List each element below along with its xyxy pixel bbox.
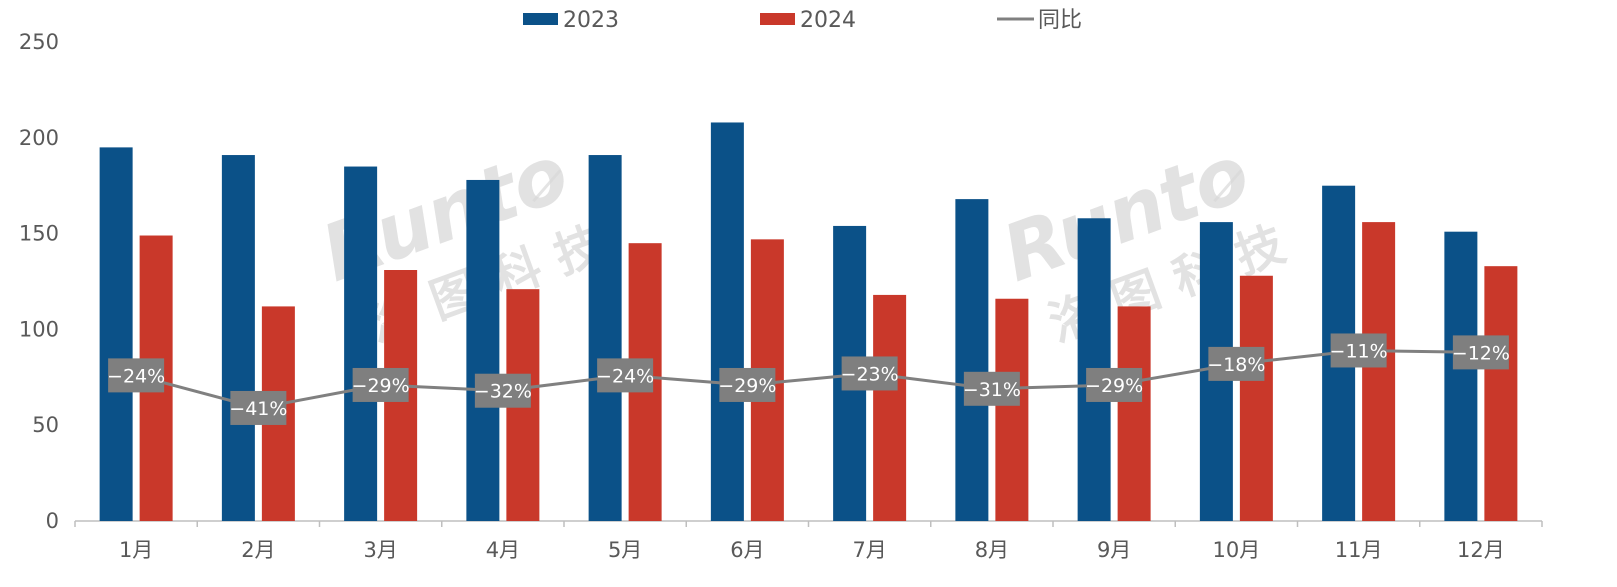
x-tick-label-5: 5月 [608,538,642,562]
bar-2024-12 [1484,266,1518,521]
bar-2023-6 [710,122,744,522]
legend-layer: 2023 2024 同比 [523,8,1082,33]
bar-2023-5 [588,155,622,521]
y-tick-label-50: 50 [32,413,59,437]
bar-2024-10 [1239,275,1273,521]
yoy-label-1: −24% [107,365,165,387]
x-tick-label-9: 9月 [1097,538,1131,562]
x-tick-label-7: 7月 [852,538,886,562]
bar-2023-3 [344,166,378,522]
x-tick-label-1: 1月 [119,538,153,562]
legend-swatch-2023 [523,13,558,25]
yoy-label-box-3 [352,367,409,402]
bar-2023-4 [466,179,500,521]
yoy-label-4: −32% [474,381,532,403]
yoy-label-12: −12% [1452,342,1510,364]
x-tick-label-12: 12月 [1457,538,1505,562]
legend-label-2023: 2023 [563,8,619,33]
x-tick-label-8: 8月 [975,538,1009,562]
yoy-label-box-4 [474,373,531,408]
yoy-label-box-6 [719,367,776,402]
yoy-label-5: −24% [596,365,654,387]
bars-layer [99,122,1518,522]
yoy-label-box-8 [963,371,1020,406]
x-tick-label-4: 4月 [486,538,520,562]
y-tick-label-250: 250 [19,30,59,54]
yoy-label-box-5 [597,358,654,393]
watermark-layer: Runto洛图科技Runto洛图科技 [311,129,1309,353]
y-tick-label-200: 200 [19,126,59,150]
watermark-swoosh [532,169,562,203]
x-tick-label-2: 2月 [241,538,275,562]
yoy-label-box-9 [1086,367,1143,402]
yoy-label-9: −29% [1085,375,1143,397]
bar-2023-1 [99,147,133,521]
legend-label-2024: 2024 [800,8,856,33]
yoy-line [134,348,1483,410]
yoy-label-box-10 [1208,346,1265,381]
bar-2024-11 [1362,222,1396,521]
y-tick-label-0: 0 [46,509,59,533]
bar-2023-8 [955,199,989,521]
yoy-label-box-1 [108,358,165,393]
yoy-label-8: −31% [963,379,1021,401]
yoy-label-3: −29% [352,375,410,397]
x-tick-label-10: 10月 [1213,538,1261,562]
legend-swatch-2024 [760,13,795,25]
yoy-label-2: −41% [229,398,287,420]
x-tick-label-6: 6月 [730,538,764,562]
bar-2023-2 [221,155,255,521]
legend-label-yoy: 同比 [1038,8,1082,33]
yoy-label-box-11 [1330,333,1387,368]
bar-2023-12 [1444,231,1478,521]
x-tick-label-3: 3月 [363,538,397,562]
bar-2024-9 [1117,306,1151,521]
x-tick-label-11: 11月 [1335,538,1383,562]
yoy-label-box-12 [1452,335,1509,370]
yoy-label-box-2 [230,390,287,425]
yoy-label-11: −11% [1330,340,1388,362]
axis-layer: 0 50 100 150 200 250 1月 2月 3月 4月 5月 6月 7月 8月 9月 10月 11月 1… [19,30,1543,562]
bar-2024-8 [995,298,1029,521]
line-layer: −24% −41% −29% −32% −24% −29% −23% −31% −29% −18%… [107,333,1510,425]
yoy-label-6: −29% [718,375,776,397]
yoy-label-box-7 [841,356,898,391]
yoy-label-7: −23% [841,363,899,385]
y-tick-label-100: 100 [19,317,59,341]
bar-2024-7 [873,294,907,521]
yoy-label-10: −18% [1207,354,1265,376]
watermark-swoosh [1213,169,1243,203]
y-tick-label-150: 150 [19,222,59,246]
